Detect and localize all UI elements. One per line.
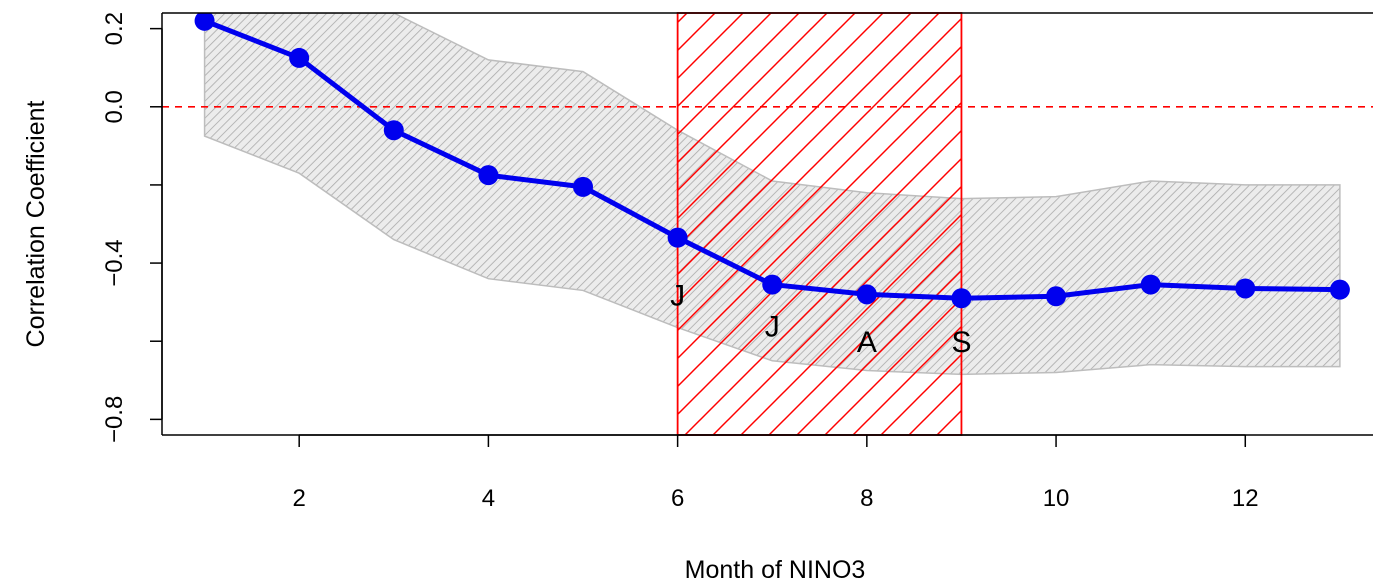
data-point — [383, 120, 404, 141]
season-labels: J J A S — [670, 279, 971, 359]
x-axis-title: Month of NINO3 — [685, 556, 866, 584]
data-point — [762, 274, 783, 295]
data-point — [1140, 274, 1161, 295]
data-point — [1046, 286, 1067, 307]
y-tick-label: −0.4 — [101, 239, 128, 286]
x-axis: 2 4 6 8 10 12 — [293, 434, 1259, 512]
x-tick-label: 12 — [1232, 485, 1259, 512]
x-tick-label: 2 — [293, 485, 306, 512]
season-label: J — [765, 311, 780, 344]
data-point — [194, 13, 215, 31]
x-tick-label: 4 — [482, 485, 495, 512]
data-point — [1235, 278, 1256, 299]
y-axis: −0.8 −0.4 0.0 0.2 — [101, 12, 163, 443]
season-label: A — [857, 326, 877, 359]
data-point — [667, 227, 688, 248]
x-tick-label: 6 — [671, 485, 684, 512]
y-tick-label: 0.2 — [101, 12, 128, 45]
data-point — [289, 47, 310, 68]
data-point — [951, 288, 972, 309]
y-axis-title: Correlation Coefficient — [22, 101, 50, 348]
season-label: S — [951, 326, 971, 359]
season-label: J — [670, 279, 685, 312]
x-tick-label: 10 — [1043, 485, 1070, 512]
data-point — [573, 176, 594, 197]
data-point — [1329, 279, 1350, 300]
data-point — [856, 284, 877, 305]
highlight-rect — [676, 12, 963, 436]
data-point — [478, 165, 499, 186]
correlation-series — [194, 13, 1350, 309]
x-tick-label: 8 — [860, 485, 873, 512]
y-tick-label: 0.0 — [101, 90, 128, 123]
highlight-region — [676, 12, 963, 436]
y-tick-label: −0.8 — [101, 396, 128, 443]
